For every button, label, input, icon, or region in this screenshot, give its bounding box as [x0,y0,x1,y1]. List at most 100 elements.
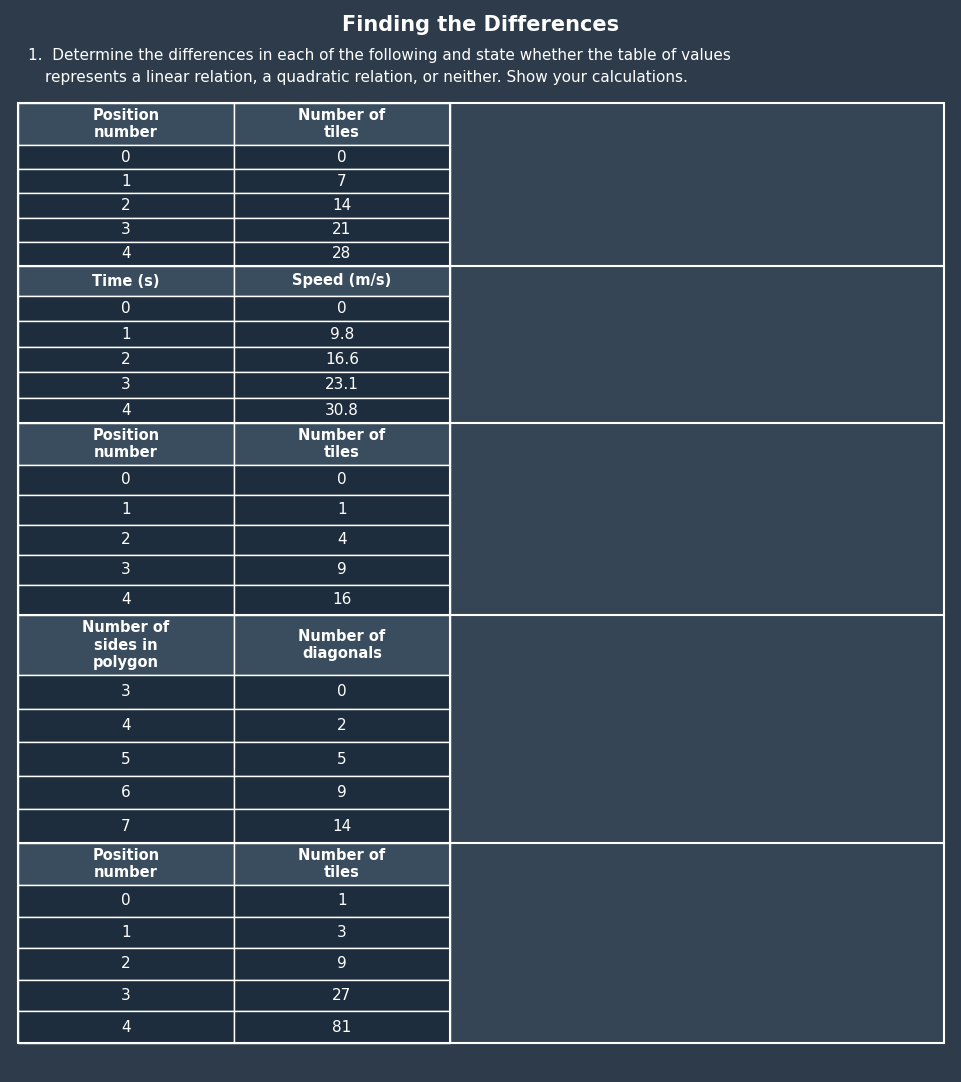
Bar [234,843,450,885]
Bar [451,424,942,613]
Bar [18,423,234,465]
Bar [18,742,234,776]
Text: 4: 4 [121,717,131,733]
Bar [234,776,450,809]
Text: 1: 1 [121,174,131,188]
Text: 3: 3 [121,222,131,237]
Text: 2: 2 [121,532,131,547]
Text: 7: 7 [121,819,131,834]
Text: Number of
tiles: Number of tiles [298,108,385,141]
Text: 0: 0 [121,301,131,316]
Text: 3: 3 [121,378,131,393]
Text: 16: 16 [332,593,352,607]
Text: 5: 5 [121,752,131,766]
Bar [234,296,450,321]
Bar [18,615,234,675]
Text: 1: 1 [337,894,347,908]
Text: 16.6: 16.6 [325,352,358,367]
Bar [451,616,942,842]
Bar [234,194,450,217]
Bar [18,885,234,916]
Bar [234,1012,450,1043]
Bar [18,321,234,347]
Bar [234,980,450,1012]
Bar [234,615,450,675]
Bar [234,321,450,347]
Text: Number of
diagonals: Number of diagonals [298,629,385,661]
Bar [234,885,450,916]
Text: 3: 3 [121,563,131,578]
Bar [234,169,450,194]
Text: 27: 27 [333,988,352,1003]
Bar [18,145,234,169]
Text: 1: 1 [121,925,131,940]
Text: represents a linear relation, a quadratic relation, or neither. Show your calcul: represents a linear relation, a quadrati… [45,70,687,85]
Bar [234,397,450,423]
Text: Position
number: Position number [92,108,160,141]
Bar [234,916,450,948]
Text: 6: 6 [121,786,131,800]
Bar [234,266,450,296]
Text: 3: 3 [121,988,131,1003]
Text: 0: 0 [121,149,131,164]
Bar [234,709,450,742]
Bar [18,709,234,742]
Bar [234,372,450,397]
Bar [18,241,234,266]
Text: 2: 2 [121,198,131,213]
Text: 0: 0 [121,894,131,908]
Text: 1: 1 [121,502,131,517]
Bar [18,809,234,843]
Bar [234,675,450,709]
Bar [18,397,234,423]
Bar [234,103,450,145]
Bar [18,347,234,372]
Text: Number of
tiles: Number of tiles [298,848,385,880]
Text: 9: 9 [336,786,347,800]
Text: 4: 4 [121,403,131,418]
Bar [18,103,234,145]
Bar [451,104,942,265]
Text: 5: 5 [337,752,347,766]
Text: 81: 81 [333,1019,352,1034]
Text: 1.  Determine the differences in each of the following and state whether the tab: 1. Determine the differences in each of … [28,48,730,63]
Text: Speed (m/s): Speed (m/s) [292,274,391,289]
Text: 30.8: 30.8 [325,403,358,418]
Bar [18,266,234,296]
Bar [234,423,450,465]
Bar [234,145,450,169]
Text: 4: 4 [121,593,131,607]
Bar [234,347,450,372]
Bar [18,494,234,525]
Bar [451,267,942,422]
Bar [234,585,450,615]
Text: Finding the Differences: Finding the Differences [342,15,619,35]
Bar [18,675,234,709]
Bar [18,585,234,615]
Text: 3: 3 [121,684,131,699]
Bar [234,494,450,525]
Bar [18,372,234,397]
Text: 7: 7 [337,174,347,188]
Bar [234,241,450,266]
Text: 0: 0 [337,473,347,488]
Text: 4: 4 [337,532,347,547]
Bar [18,217,234,241]
Text: 1: 1 [121,327,131,342]
Text: Number of
tiles: Number of tiles [298,427,385,460]
Bar [18,843,234,885]
Bar [234,555,450,585]
Text: 1: 1 [337,502,347,517]
Text: 9: 9 [336,956,347,972]
Bar [234,948,450,980]
Text: 2: 2 [121,956,131,972]
Text: 3: 3 [336,925,347,940]
Text: 21: 21 [333,222,352,237]
Bar [18,465,234,494]
Text: 0: 0 [337,684,347,699]
Bar [18,296,234,321]
Text: Number of
sides in
polygon: Number of sides in polygon [83,620,169,670]
Bar [234,809,450,843]
Bar [234,525,450,555]
Text: 14: 14 [333,198,352,213]
